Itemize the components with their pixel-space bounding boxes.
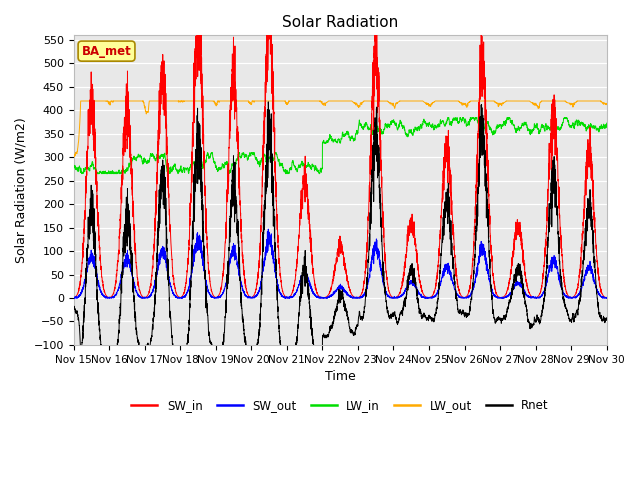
Title: Solar Radiation: Solar Radiation [282,15,398,30]
Legend: SW_in, SW_out, LW_in, LW_out, Rnet: SW_in, SW_out, LW_in, LW_out, Rnet [127,394,554,416]
X-axis label: Time: Time [324,370,356,383]
Y-axis label: Solar Radiation (W/m2): Solar Radiation (W/m2) [15,117,28,263]
Text: BA_met: BA_met [82,45,131,58]
